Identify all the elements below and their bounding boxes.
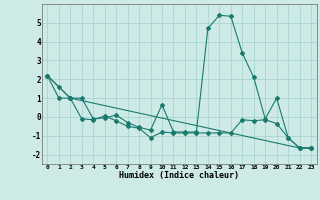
X-axis label: Humidex (Indice chaleur): Humidex (Indice chaleur): [119, 171, 239, 180]
